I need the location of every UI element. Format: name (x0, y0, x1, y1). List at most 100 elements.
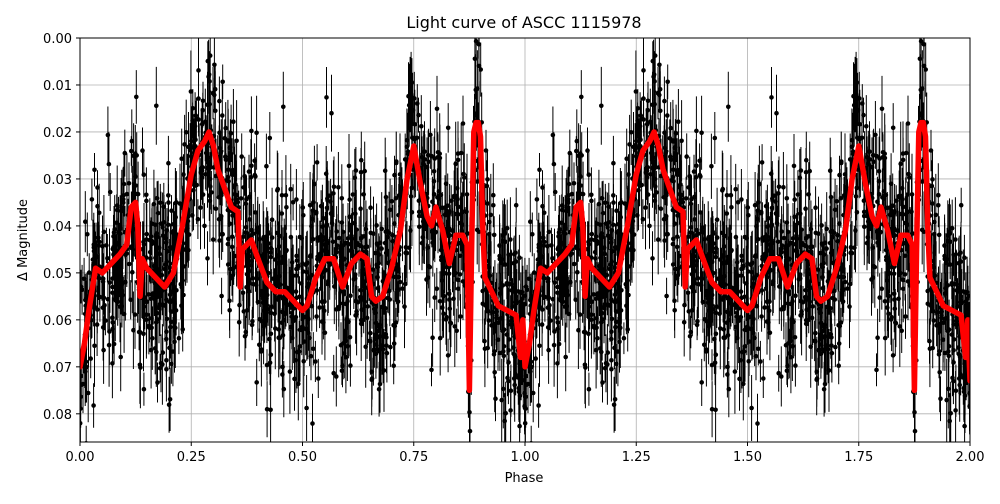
data-point (866, 162, 871, 167)
data-point (138, 330, 143, 335)
data-point (967, 391, 970, 396)
data-point (517, 423, 522, 429)
data-point (723, 282, 728, 287)
data-point (345, 298, 350, 304)
data-point (693, 175, 699, 180)
data-point (467, 409, 472, 415)
data-point (296, 263, 301, 269)
data-point (912, 409, 917, 415)
data-point (578, 191, 583, 197)
data-point (819, 241, 825, 246)
data-point (746, 359, 751, 364)
data-point (791, 319, 796, 325)
data-point (268, 310, 274, 316)
data-point (609, 336, 614, 342)
data-point (847, 304, 852, 309)
data-point (167, 292, 173, 298)
data-point (314, 288, 320, 293)
data-point (282, 262, 288, 268)
data-point (574, 148, 579, 154)
data-point (226, 179, 231, 184)
data-point (775, 239, 781, 245)
data-point (266, 241, 271, 246)
data-point (148, 347, 154, 353)
data-point (352, 220, 357, 226)
data-point (199, 122, 205, 127)
data-point (951, 252, 956, 257)
data-point (279, 260, 284, 266)
data-point (641, 96, 646, 101)
data-point (488, 212, 494, 218)
data-point (141, 304, 147, 309)
data-point (673, 131, 679, 136)
data-point (310, 421, 315, 426)
data-point (472, 56, 478, 62)
data-point (788, 338, 794, 344)
data-point (380, 347, 386, 352)
data-point (857, 96, 862, 101)
data-point (290, 200, 296, 205)
data-point (713, 254, 719, 260)
data-point (713, 250, 718, 255)
data-point (769, 95, 774, 100)
data-point (190, 213, 195, 218)
data-point (106, 161, 112, 167)
data-point (277, 233, 283, 239)
data-point (365, 304, 371, 309)
data-point (391, 274, 397, 280)
data-point (657, 62, 662, 68)
data-point (785, 363, 790, 369)
data-point (91, 245, 97, 250)
data-point (784, 196, 790, 201)
data-point (921, 42, 927, 47)
data-point (624, 156, 629, 161)
data-point (147, 249, 153, 255)
data-point (855, 107, 861, 113)
data-point (932, 231, 937, 237)
data-point (167, 345, 172, 351)
data-point (885, 305, 890, 310)
data-point (334, 229, 339, 234)
x-tick-label: 0.25 (177, 450, 206, 465)
data-point (600, 210, 606, 216)
data-point (694, 322, 700, 328)
data-point (247, 217, 253, 222)
data-point (420, 219, 426, 224)
data-point (542, 239, 547, 245)
data-point (709, 259, 715, 265)
data-point (318, 203, 324, 209)
data-point (223, 125, 228, 131)
data-point (243, 329, 249, 335)
data-point (367, 338, 372, 344)
data-point (953, 408, 958, 413)
data-point (898, 161, 903, 167)
data-point (206, 155, 211, 161)
data-point (246, 169, 252, 174)
data-point (80, 394, 83, 400)
data-point (460, 279, 466, 284)
data-point (458, 212, 464, 217)
data-point (133, 174, 138, 179)
data-point (170, 349, 176, 354)
data-point (721, 254, 726, 259)
data-point (930, 308, 936, 314)
data-point (353, 298, 359, 304)
data-point (964, 289, 970, 295)
data-point (322, 330, 328, 336)
data-point (612, 397, 618, 402)
data-point (243, 201, 248, 206)
data-point (249, 227, 254, 233)
data-point (965, 302, 970, 308)
data-point (702, 236, 707, 242)
data-point (589, 317, 594, 323)
data-point (377, 381, 383, 387)
data-point (735, 200, 741, 205)
data-point (901, 240, 906, 246)
data-point (540, 307, 545, 312)
data-point (441, 311, 446, 317)
data-point (402, 281, 408, 287)
data-point (508, 408, 513, 413)
data-point (872, 264, 878, 270)
data-point (817, 306, 822, 312)
